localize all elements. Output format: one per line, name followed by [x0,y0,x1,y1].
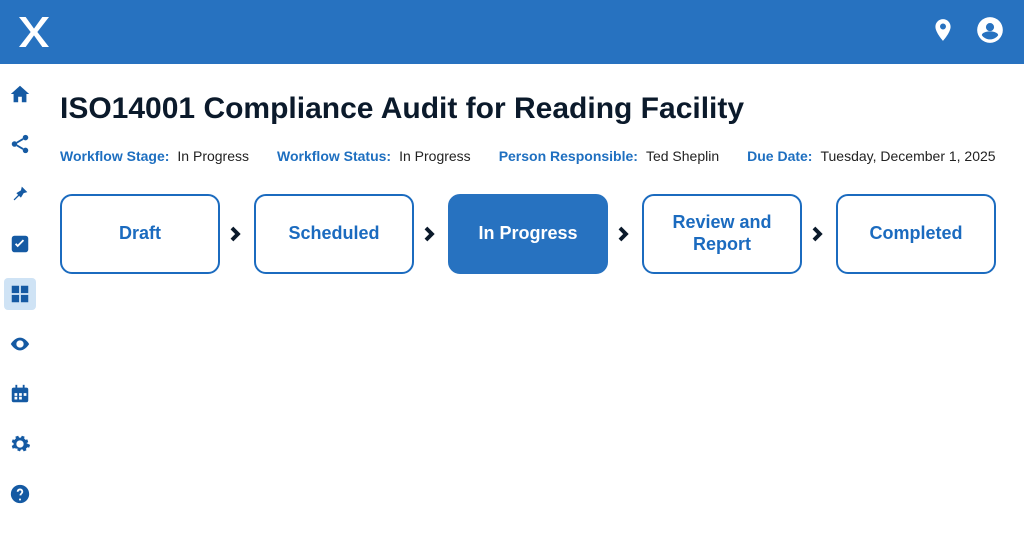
gear-icon [9,433,31,455]
check-icon [9,233,31,255]
sidebar-item-eye[interactable] [4,328,36,360]
stage-draft[interactable]: Draft [60,194,220,274]
topbar-right [930,16,1004,49]
sidebar-item-check[interactable] [4,228,36,260]
meta-stage-label: Workflow Stage: [60,148,169,164]
topbar [0,0,1024,64]
stage-in-progress[interactable]: In Progress [448,194,608,274]
stage-label: In Progress [478,223,577,245]
layout: ISO14001 Compliance Audit for Reading Fa… [0,64,1024,535]
chevron-icon [614,221,636,247]
stage-label: Draft [119,223,161,245]
chevron-icon [420,221,442,247]
sidebar-item-pin[interactable] [4,178,36,210]
sidebar [0,64,40,535]
location-icon[interactable] [930,17,956,48]
help-icon [9,483,31,505]
meta-stage: Workflow Stage: In Progress [60,148,249,164]
calendar-icon [9,383,31,405]
logo[interactable] [12,10,56,54]
meta-person-label: Person Responsible: [499,148,638,164]
chevron-icon [226,221,248,247]
sidebar-item-grid[interactable] [4,278,36,310]
stage-completed[interactable]: Completed [836,194,996,274]
pin-icon [9,183,31,205]
sidebar-item-help[interactable] [4,478,36,510]
main: ISO14001 Compliance Audit for Reading Fa… [40,64,1024,535]
workflow-stages: Draft Scheduled In Progress Review and R… [60,194,996,274]
account-icon[interactable] [976,16,1004,49]
meta-status-label: Workflow Status: [277,148,391,164]
home-icon [9,83,31,105]
meta-row: Workflow Stage: In Progress Workflow Sta… [60,148,996,164]
meta-status-value: In Progress [399,148,471,164]
page-title: ISO14001 Compliance Audit for Reading Fa… [60,92,996,126]
meta-due-label: Due Date: [747,148,812,164]
stage-label: Completed [869,223,962,245]
meta-due-value: Tuesday, December 1, 2025 [820,148,995,164]
eye-icon [9,333,31,355]
chevron-icon [808,221,830,247]
meta-due: Due Date: Tuesday, December 1, 2025 [747,148,995,164]
meta-person: Person Responsible: Ted Sheplin [499,148,719,164]
stage-review[interactable]: Review and Report [642,194,802,274]
stage-label: Scheduled [288,223,379,245]
sidebar-item-home[interactable] [4,78,36,110]
sidebar-item-gear[interactable] [4,428,36,460]
sidebar-item-share[interactable] [4,128,36,160]
share-icon [9,133,31,155]
meta-status: Workflow Status: In Progress [277,148,471,164]
meta-person-value: Ted Sheplin [646,148,719,164]
sidebar-item-calendar[interactable] [4,378,36,410]
stage-scheduled[interactable]: Scheduled [254,194,414,274]
stage-label: Review and Report [658,212,786,255]
meta-stage-value: In Progress [177,148,249,164]
grid-icon [9,283,31,305]
